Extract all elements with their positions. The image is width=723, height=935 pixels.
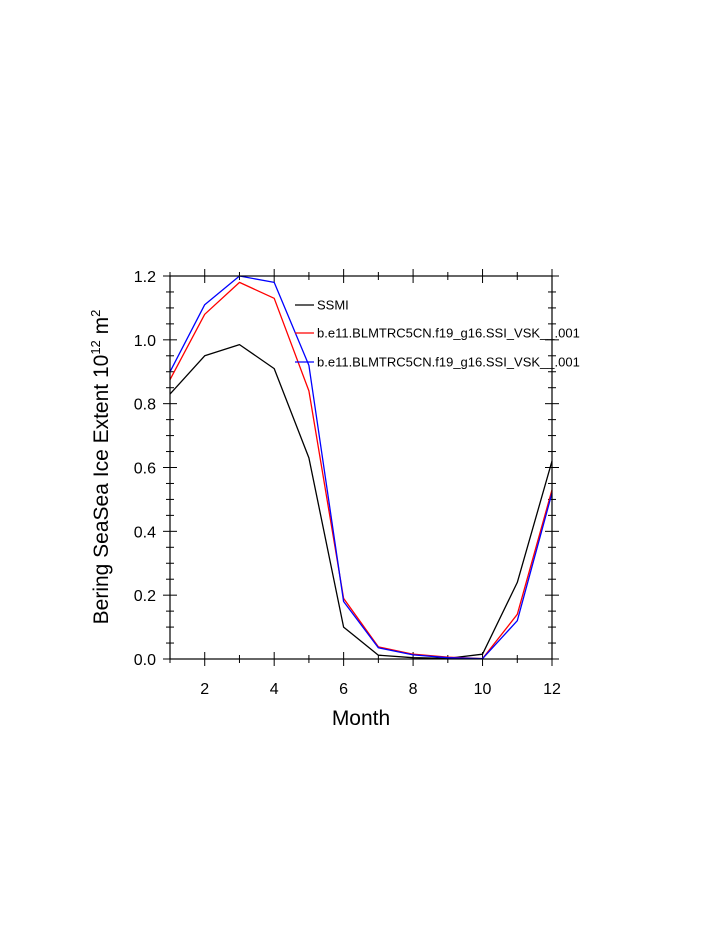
y-axis-title: Bering SeaSea Ice Extent 1012 m2: [88, 310, 113, 625]
series-line-2: [169, 281, 553, 660]
x-tick-label: 6: [339, 681, 348, 698]
tick-marks: [163, 269, 559, 666]
y-tick-label: 0.0: [134, 652, 156, 669]
x-axis-title: Month: [332, 707, 390, 730]
legend: SSMI b.e11.BLMTRC5CN.f19_g16.SSI_VSK__.00…: [295, 298, 580, 370]
legend-label-2: b.e11.BLMTRC5CN.f19_g16.SSI_VSK__.001: [317, 326, 580, 341]
plot-frame: [169, 275, 553, 660]
x-tick-label: 4: [270, 681, 279, 698]
series-line-3: [169, 275, 553, 660]
y-tick-label: 0.8: [134, 397, 156, 414]
x-tick-label: 8: [409, 681, 418, 698]
y-axis-title-unit: m: [90, 317, 113, 340]
y-axis-title-exponent: 12: [88, 340, 103, 354]
y-tick-label: 0.6: [134, 461, 156, 478]
series-line-1: [169, 343, 553, 660]
y-tick-label: 1.2: [134, 269, 156, 286]
y-axis-title-unit-exponent: 2: [88, 310, 103, 317]
legend-label-1: SSMI: [317, 298, 349, 313]
y-axis-title-main: Bering SeaSea Ice Extent 10: [90, 355, 113, 625]
y-tick-label: 0.4: [134, 524, 156, 541]
legend-label-3: b.e11.BLMTRC5CN.f19_g16.SSI_VSK__.001: [317, 355, 580, 370]
y-tick-label: 0.2: [134, 588, 156, 605]
tick-labels: 2 4 6 8 10 12 0.0 0.2 0.4 0.6 0.8 1.0 1.2: [134, 269, 561, 698]
x-tick-label: 2: [200, 681, 209, 698]
series-lines: [169, 275, 553, 660]
y-tick-label: 1.0: [134, 333, 156, 350]
x-tick-label: 12: [543, 681, 561, 698]
x-tick-label: 10: [474, 681, 492, 698]
